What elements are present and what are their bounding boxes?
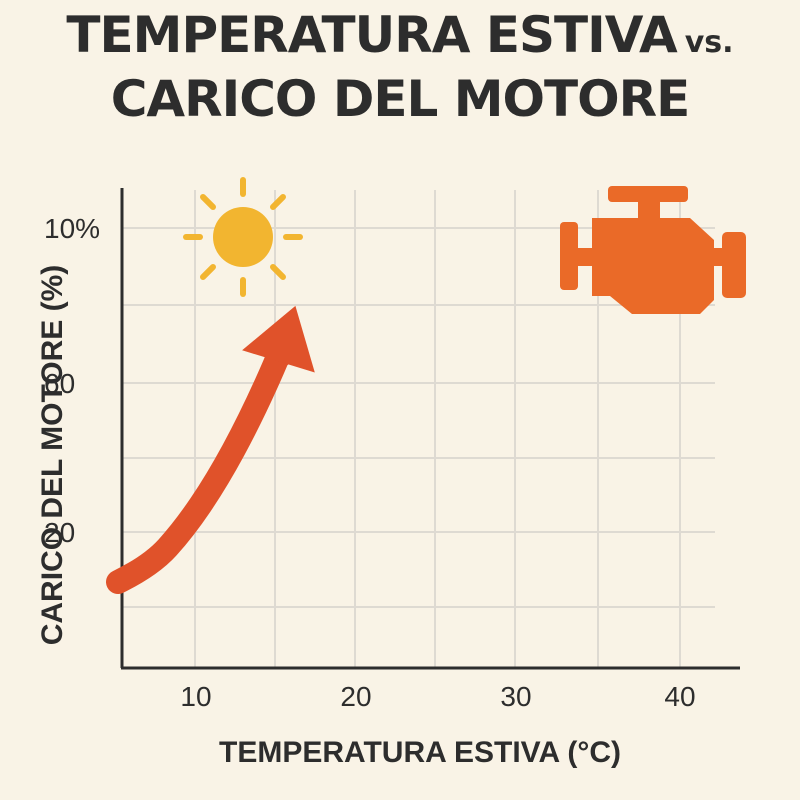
engine-icon [560, 186, 746, 314]
y-tick-label: 60 [44, 368, 75, 399]
y-tick-label: 20 [44, 517, 75, 548]
y-tick-labels: 20 60 10% [44, 213, 100, 548]
y-axis-title: CARICO DEL MOTORE (%) [36, 265, 69, 646]
x-tick-label: 10 [180, 681, 211, 712]
x-tick-label: 40 [664, 681, 695, 712]
y-tick-label: 10% [44, 213, 100, 244]
x-tick-label: 20 [340, 681, 371, 712]
trend-arrow-head [242, 305, 315, 373]
trend-arrow [106, 322, 301, 594]
title-vs: vs. [684, 25, 734, 60]
title-line-2: CARICO DEL MOTORE [110, 70, 691, 128]
sun-icon [183, 177, 303, 297]
x-tick-label: 30 [500, 681, 531, 712]
x-axis-title: TEMPERATURA ESTIVA (°C) [219, 736, 621, 769]
x-tick-labels: 10 20 30 40 [180, 681, 695, 712]
title-line-1: TEMPERATURA ESTIVA vs. [0, 6, 800, 64]
title-main: TEMPERATURA ESTIVA [66, 6, 677, 64]
